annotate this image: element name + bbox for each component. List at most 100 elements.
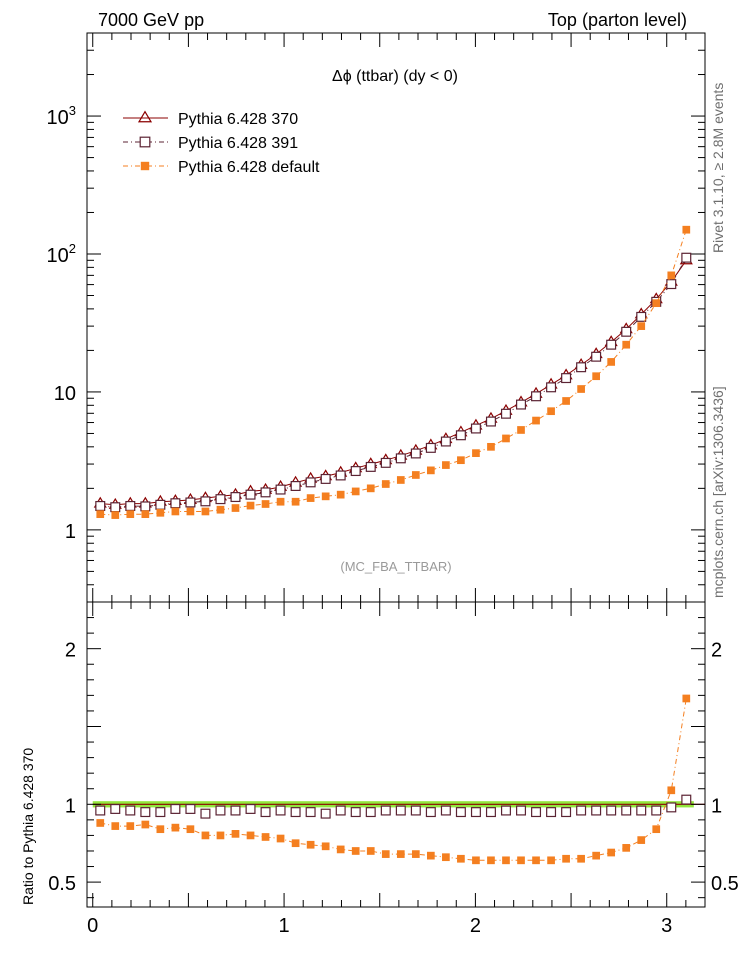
data-point-square-filled [381, 480, 390, 488]
data-point-square-open [576, 805, 587, 816]
ratio-plot-frame [86, 601, 706, 908]
data-point-square-open [200, 496, 211, 507]
data-point-square-filled [306, 494, 315, 502]
data-point-square-open [395, 805, 406, 816]
data-point-square-filled [276, 834, 285, 843]
data-point-square-filled [592, 851, 601, 860]
data-point-square-filled [682, 694, 691, 703]
data-point-square-filled [562, 397, 570, 405]
data-point-square-filled [141, 820, 150, 829]
data-point-square-open [350, 807, 361, 818]
data-point-square-open [681, 794, 692, 805]
data-point-square-filled [96, 819, 105, 827]
series-line-0 [100, 260, 687, 506]
data-point-square-filled [201, 507, 210, 516]
data-point-square-open [185, 497, 196, 508]
series-markers-1 [95, 252, 692, 513]
data-point-square-filled [126, 822, 135, 830]
data-point-square-filled [156, 508, 165, 517]
data-point-square-open [485, 807, 496, 818]
data-point-square-filled [592, 372, 601, 381]
main-series-group [93, 225, 693, 519]
data-point-square-filled [321, 842, 330, 851]
x-tick-label: 3 [661, 915, 672, 937]
data-point-square-filled [366, 484, 375, 493]
data-point-square-open [470, 807, 481, 818]
data-point-square-filled [291, 497, 300, 506]
data-point-square-open [621, 326, 632, 337]
data-point-square-open [215, 494, 226, 505]
data-point-square-open [260, 487, 271, 498]
plot-title: Δϕ (ttbar) (dy < 0) [332, 68, 458, 85]
data-point-square-filled [532, 416, 540, 425]
data-point-square-open [155, 499, 166, 510]
data-point-square-filled [502, 856, 510, 865]
data-point-square-open [170, 803, 181, 814]
data-point-square-filled [532, 856, 540, 865]
header-process-label: Top (parton level) [548, 10, 687, 30]
data-point-square-open [290, 807, 301, 818]
ratio-y-tick-label-right: 0.5 [711, 873, 739, 895]
data-point-square-filled [637, 322, 646, 330]
data-point-square-open [576, 362, 587, 373]
x-tick-label: 1 [279, 915, 290, 937]
ratio-plot-panel: 0.5 0.5 1 1 2 2 0 1 2 3 Ratio to Pythia 6.428 37… [20, 601, 739, 937]
ratio-series-markers-1 [96, 694, 691, 865]
data-point-square-filled [140, 161, 150, 171]
data-point-square-open [591, 805, 602, 816]
legend-item: Pythia 6.428 370 [123, 110, 298, 128]
data-point-square-filled [156, 825, 165, 834]
data-point-square-open [380, 457, 391, 468]
x-tick-label: 0 [87, 915, 98, 937]
ratio-series-group [95, 694, 692, 865]
data-point-square-filled [442, 853, 450, 862]
data-point-square-open [185, 803, 196, 814]
data-point-square-filled [216, 505, 225, 514]
ratio-y-tick-label: 1 [65, 795, 76, 817]
data-point-square-open [425, 442, 436, 453]
data-point-square-open [305, 477, 316, 488]
data-point-square-filled [186, 825, 195, 834]
data-point-square-open [455, 807, 466, 818]
data-point-square-open [516, 399, 527, 410]
data-point-square-open [95, 500, 106, 511]
data-point-square-open [425, 807, 436, 818]
data-point-square-open [320, 808, 331, 819]
ratio-y-tick-label-right: 1 [711, 795, 722, 817]
data-point-square-filled [652, 299, 661, 308]
data-point-square-filled [577, 854, 585, 863]
data-point-square-open [365, 807, 376, 818]
x-tick-label: 2 [470, 915, 481, 937]
ratio-y-tick-label: 2 [65, 640, 76, 662]
data-point-square-filled [246, 501, 255, 510]
data-point-square-open [591, 351, 602, 362]
data-point-square-open [531, 391, 542, 402]
data-point-square-open [305, 807, 316, 818]
data-point-square-filled [306, 840, 315, 849]
data-point-square-filled [186, 507, 195, 516]
data-point-square-filled [682, 225, 691, 234]
data-point-square-filled [336, 845, 345, 854]
legend-item: Pythia 6.428 default [123, 159, 320, 176]
data-point-square-open [681, 252, 692, 263]
data-point-square-open [470, 423, 481, 434]
data-point-square-open [290, 480, 301, 491]
legend-label: Pythia 6.428 391 [178, 135, 298, 152]
data-point-square-filled [426, 466, 435, 475]
data-point-square-open [170, 498, 181, 509]
data-point-square-filled [261, 500, 270, 508]
data-point-square-open [636, 805, 647, 816]
data-point-square-filled [231, 830, 240, 838]
ratio-y-axis: 0.5 0.5 1 1 2 2 [48, 617, 739, 899]
data-point-square-open [666, 802, 677, 813]
data-point-square-filled [171, 507, 180, 516]
data-point-square-filled [607, 358, 616, 366]
data-point-square-filled [622, 844, 631, 852]
data-point-square-open [500, 408, 511, 419]
data-point-square-open [516, 805, 527, 816]
main-x-axis-ticks [92, 33, 706, 602]
series-markers-0 [93, 253, 693, 509]
data-point-square-filled [126, 510, 135, 519]
mcplots-reference-label: mcplots.cern.ch [arXiv:1306.3436] [710, 386, 726, 598]
